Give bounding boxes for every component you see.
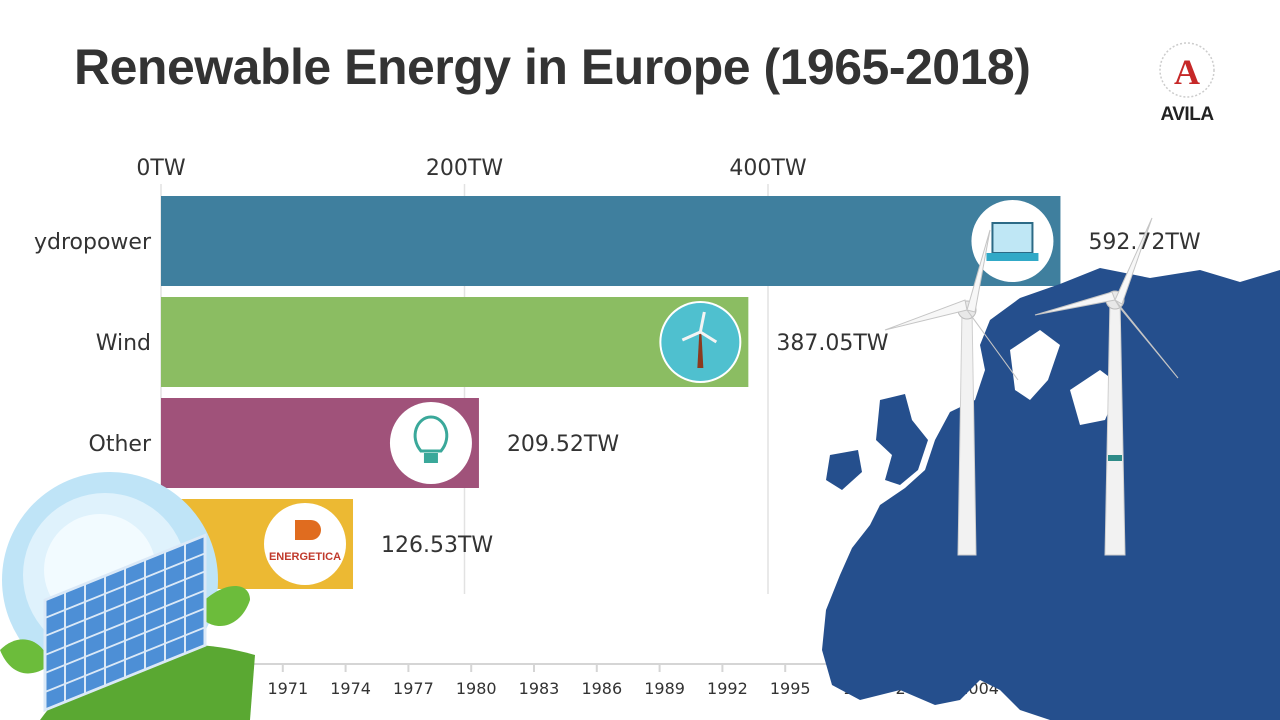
category-label: ydropower — [34, 230, 152, 255]
time-axis-label: 1983 — [519, 679, 560, 698]
lightbulb-icon — [413, 415, 449, 453]
avila-logo-icon: A — [1159, 42, 1215, 98]
time-axis-label: 2004 — [958, 679, 999, 698]
time-axis-label: 1995 — [770, 679, 811, 698]
time-axis-label: 2001 — [895, 679, 936, 698]
energetica-logo-icon — [295, 520, 322, 540]
time-axis-label: 1986 — [581, 679, 622, 698]
chart-title: Renewable Energy in Europe (1965-2018) — [74, 39, 1031, 95]
lightbulb-base-icon — [423, 453, 438, 463]
time-axis-label: 2013 — [1147, 679, 1188, 698]
lightbulb-icon-badge — [389, 402, 472, 484]
time-axis-label: 68 — [215, 679, 235, 698]
value-label: 126.53TW — [381, 533, 493, 558]
time-axis-label: 1977 — [393, 679, 434, 698]
svg-text:A: A — [1174, 52, 1200, 92]
time-axis-label: 19 — [843, 679, 863, 698]
value-axis-tick-label: 400TW — [729, 156, 806, 181]
brand-name: AVILA — [1160, 104, 1214, 125]
bar-wind — [161, 297, 749, 387]
value-axis-tick-label: 0TW — [136, 156, 185, 181]
time-axis-label: 1989 — [644, 679, 685, 698]
bar-hydropower — [161, 196, 1061, 286]
time-axis-label: 200 — [1026, 679, 1057, 698]
energetica-logo-text: ENERGETICA — [269, 551, 341, 563]
wind-blades-icon — [681, 311, 718, 344]
time-axis-label: 2010 — [1084, 679, 1125, 698]
time-axis-label: 1980 — [456, 679, 497, 698]
hydro-dam-icon — [991, 222, 1034, 254]
category-label: Wind — [96, 331, 151, 356]
value-label: 592.72TW — [1088, 230, 1200, 255]
category-label: Other — [89, 432, 152, 457]
time-axis-label: 1974 — [330, 679, 371, 698]
wind-turbine-icon — [697, 332, 704, 368]
time-axis-label: 1971 — [267, 679, 308, 698]
value-axis-tick-label: 200TW — [426, 156, 503, 181]
energetica-logo-icon-badge — [264, 503, 347, 585]
hydro-water-icon — [986, 253, 1039, 261]
value-label: 387.05TW — [776, 331, 888, 356]
time-axis-label: 1992 — [707, 679, 748, 698]
value-label: 209.52TW — [507, 432, 619, 457]
